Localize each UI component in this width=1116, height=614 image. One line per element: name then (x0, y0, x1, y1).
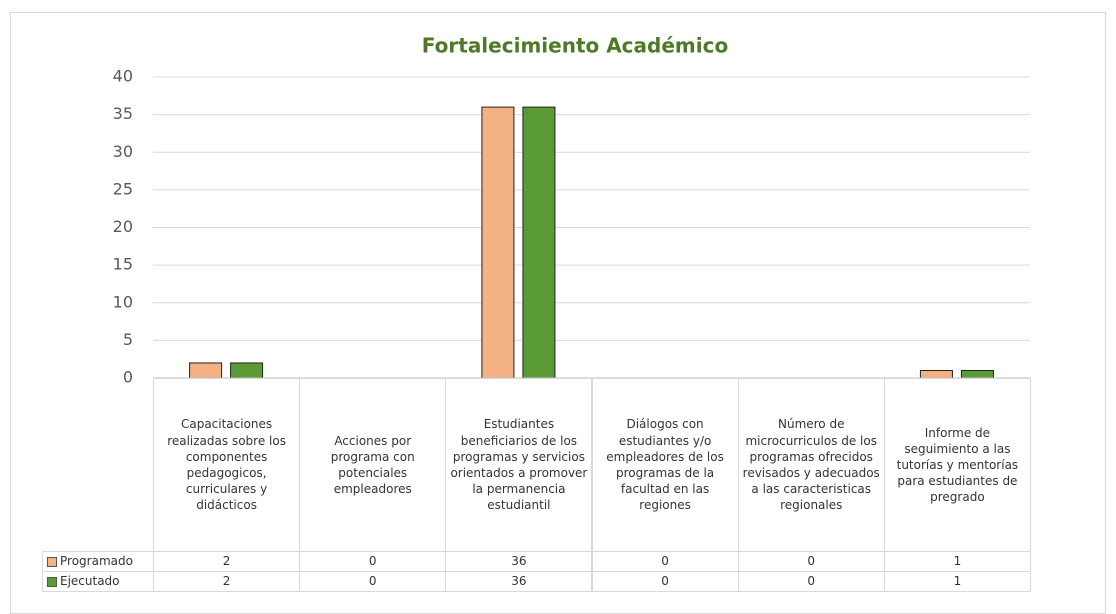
y-tick-label: 35 (113, 104, 133, 123)
table-value: 0 (591, 571, 739, 592)
y-tick-label: 10 (113, 292, 133, 311)
y-tick-label: 20 (113, 217, 133, 236)
legend-label: Programado (60, 554, 133, 569)
legend-key (47, 576, 57, 587)
table-value: 0 (737, 551, 885, 572)
table-value: 36 (445, 551, 593, 572)
table-value: 0 (591, 551, 739, 572)
legend-entry: Programado (42, 551, 154, 572)
legend-key (47, 556, 57, 567)
bar (230, 362, 264, 379)
table-value: 1 (883, 551, 1031, 572)
category-label: Informe de seguimiento a las tutorías y … (883, 378, 1031, 552)
category-label: Número de microcurriculos de los program… (737, 378, 885, 552)
y-tick-label: 15 (113, 255, 133, 274)
table-value: 1 (883, 571, 1031, 592)
chart-title: Fortalecimiento Académico (422, 34, 728, 58)
y-tick-label: 5 (123, 330, 133, 349)
table-value: 0 (299, 551, 447, 572)
category-label: Diálogos con estudiantes y/o empleadores… (591, 378, 739, 552)
y-tick-label: 40 (113, 67, 133, 86)
bar (522, 106, 556, 379)
y-tick-label: 25 (113, 179, 133, 198)
category-label: Capacitaciones realizadas sobre los comp… (153, 378, 301, 552)
category-label: Acciones por programa con potenciales em… (299, 378, 447, 552)
bar (960, 369, 994, 379)
y-tick-label: 30 (113, 142, 133, 161)
table-value: 2 (153, 571, 301, 592)
table-value: 2 (153, 551, 301, 572)
bar (481, 106, 515, 379)
bar (919, 369, 953, 379)
table-value: 0 (299, 571, 447, 592)
legend-entry: Ejecutado (42, 571, 154, 592)
category-label: Estudiantes beneficiarios de los program… (445, 378, 593, 552)
y-tick-label: 0 (123, 368, 133, 387)
legend-label: Ejecutado (60, 574, 120, 589)
table-value: 0 (737, 571, 885, 592)
bar (189, 362, 223, 379)
table-value: 36 (445, 571, 593, 592)
